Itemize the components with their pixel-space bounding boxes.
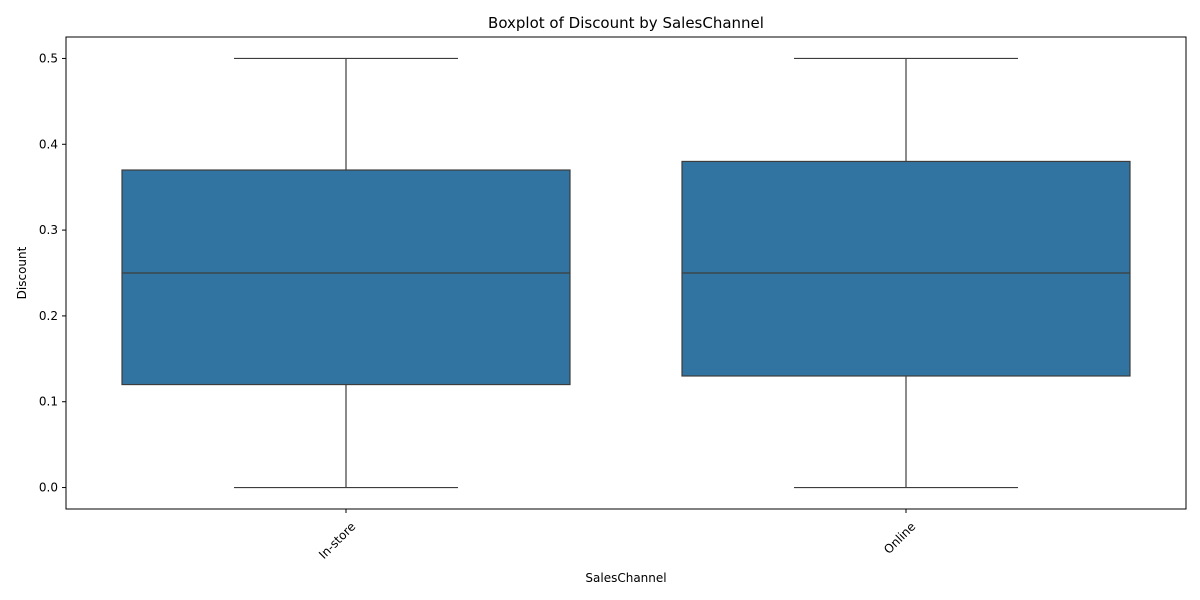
x-axis-label: SalesChannel <box>585 571 666 585</box>
plot-area: 0.0 0.1 0.2 0.3 0.4 0.5 In-store Online <box>39 36 1187 562</box>
y-axis-label: Discount <box>15 246 29 299</box>
y-tick-label: 0.1 <box>39 395 58 409</box>
plot-frame <box>65 36 1187 510</box>
x-tick-label: Online <box>881 519 918 556</box>
y-tick-label: 0.4 <box>39 137 58 151</box>
y-tick-label: 0.5 <box>39 51 58 65</box>
x-tick-label: In-store <box>316 519 358 561</box>
box-in-store <box>121 169 571 386</box>
box-online <box>681 160 1131 377</box>
chart-title: Boxplot of Discount by SalesChannel <box>488 14 764 32</box>
y-tick-label: 0.0 <box>39 481 58 495</box>
y-tick-label: 0.2 <box>39 309 58 323</box>
y-tick-label: 0.3 <box>39 223 58 237</box>
